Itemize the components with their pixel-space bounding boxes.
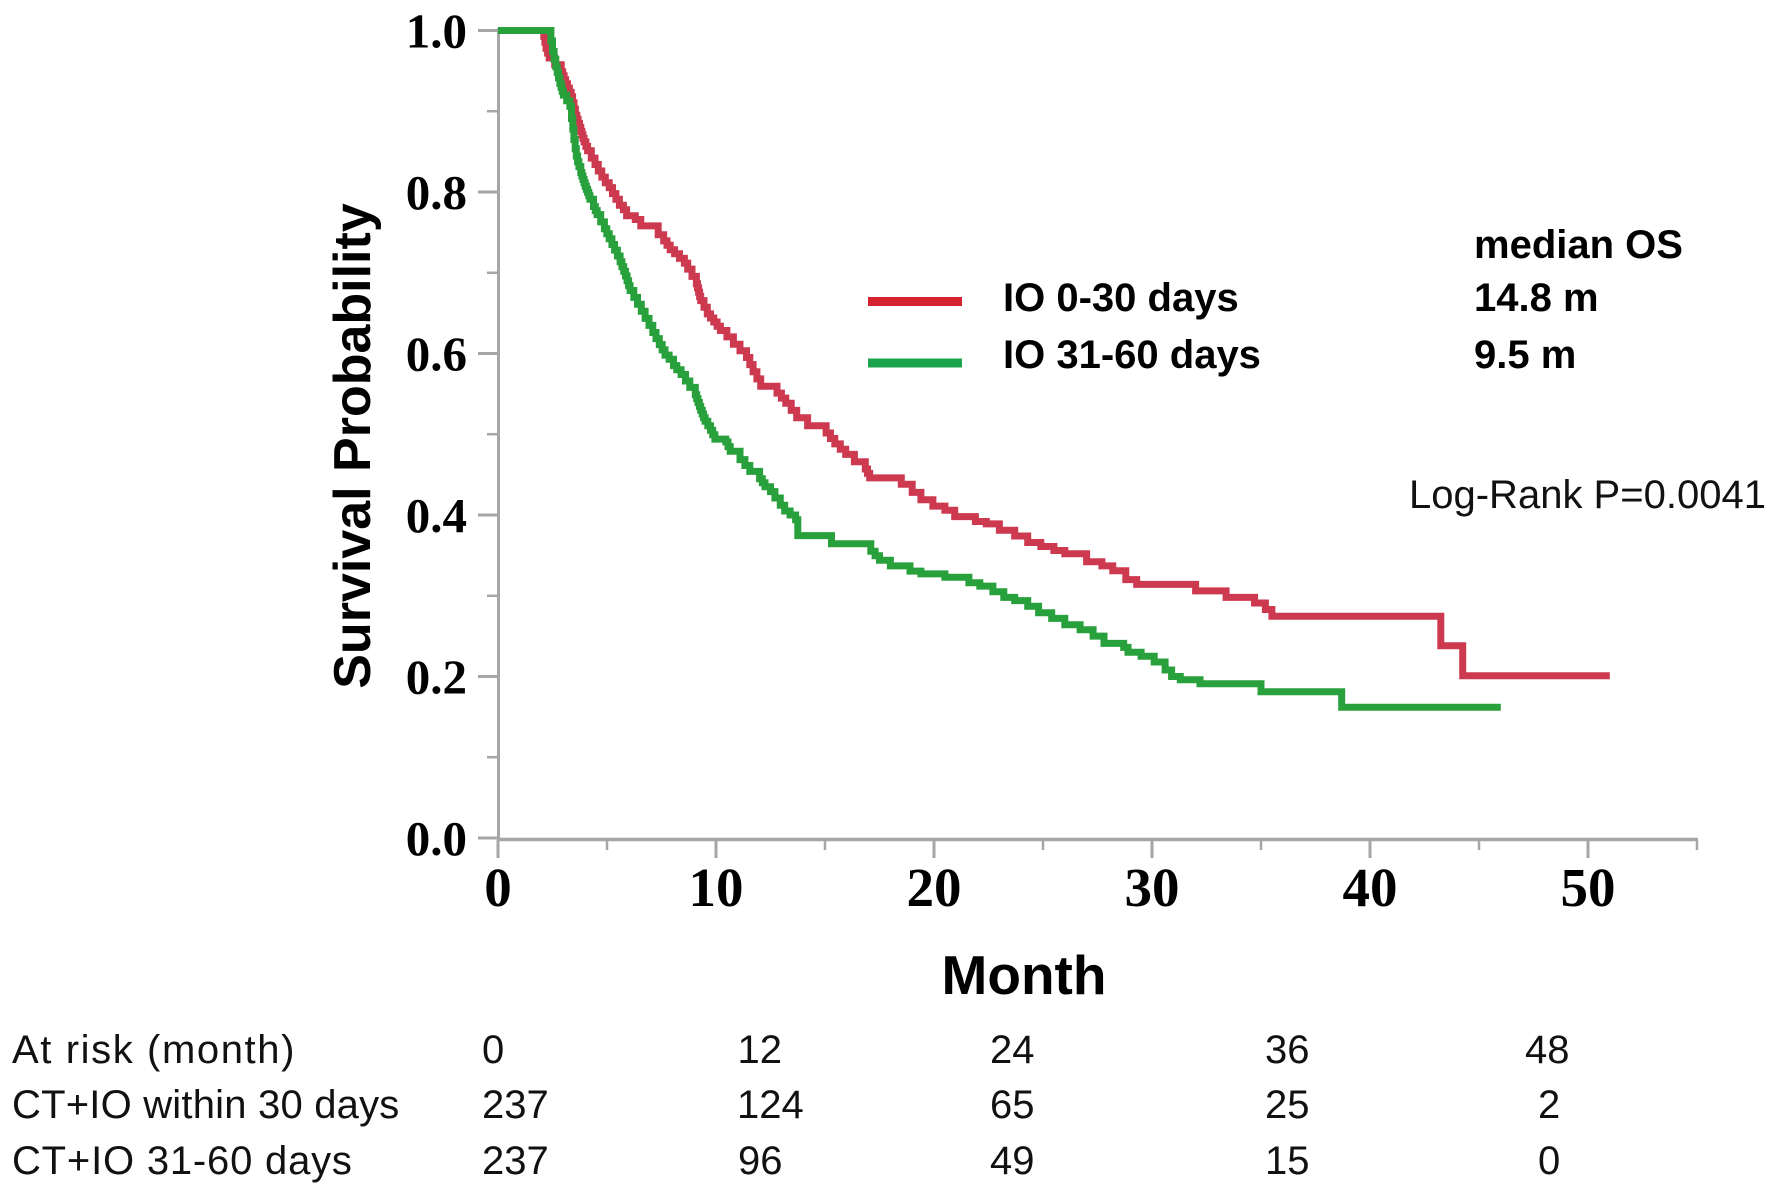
svg-text:50: 50 bbox=[1561, 857, 1616, 918]
svg-text:40: 40 bbox=[1343, 857, 1398, 918]
svg-text:median OS: median OS bbox=[1474, 223, 1683, 267]
svg-text:0.2: 0.2 bbox=[406, 650, 467, 705]
svg-text:IO 0-30 days: IO 0-30 days bbox=[1003, 276, 1239, 320]
svg-text:20: 20 bbox=[907, 857, 962, 918]
svg-text:CT+IO within 30 days: CT+IO within 30 days bbox=[12, 1083, 400, 1127]
svg-text:9.5 m: 9.5 m bbox=[1474, 333, 1576, 377]
svg-text:2: 2 bbox=[1538, 1083, 1560, 1127]
svg-text:124: 124 bbox=[737, 1083, 804, 1127]
svg-text:0: 0 bbox=[482, 1028, 504, 1072]
svg-text:25: 25 bbox=[1265, 1083, 1310, 1127]
svg-text:15: 15 bbox=[1265, 1139, 1310, 1183]
svg-text:0.0: 0.0 bbox=[406, 811, 467, 866]
svg-text:1.0: 1.0 bbox=[406, 4, 467, 59]
svg-text:CT+IO 31-60 days: CT+IO 31-60 days bbox=[12, 1139, 353, 1183]
svg-text:14.8 m: 14.8 m bbox=[1474, 276, 1599, 320]
svg-text:At risk (month): At risk (month) bbox=[12, 1028, 296, 1072]
svg-text:30: 30 bbox=[1125, 857, 1180, 918]
svg-text:49: 49 bbox=[990, 1139, 1035, 1183]
svg-text:Month: Month bbox=[942, 944, 1107, 1006]
svg-text:0: 0 bbox=[1538, 1139, 1560, 1183]
svg-text:24: 24 bbox=[990, 1028, 1035, 1072]
svg-text:Log-Rank P=0.0041: Log-Rank P=0.0041 bbox=[1409, 473, 1766, 517]
svg-text:IO 31-60 days: IO 31-60 days bbox=[1003, 333, 1261, 377]
svg-text:0.8: 0.8 bbox=[406, 165, 467, 220]
svg-text:36: 36 bbox=[1265, 1028, 1310, 1072]
svg-text:0.4: 0.4 bbox=[406, 488, 467, 543]
svg-text:Survival Probability: Survival Probability bbox=[324, 203, 382, 689]
svg-text:237: 237 bbox=[482, 1139, 549, 1183]
svg-text:237: 237 bbox=[482, 1083, 549, 1127]
svg-text:12: 12 bbox=[738, 1028, 783, 1072]
svg-text:0.6: 0.6 bbox=[406, 327, 467, 382]
svg-text:10: 10 bbox=[689, 857, 744, 918]
svg-text:0: 0 bbox=[484, 857, 512, 918]
svg-text:48: 48 bbox=[1525, 1028, 1570, 1072]
svg-text:65: 65 bbox=[990, 1083, 1035, 1127]
svg-text:96: 96 bbox=[738, 1139, 783, 1183]
